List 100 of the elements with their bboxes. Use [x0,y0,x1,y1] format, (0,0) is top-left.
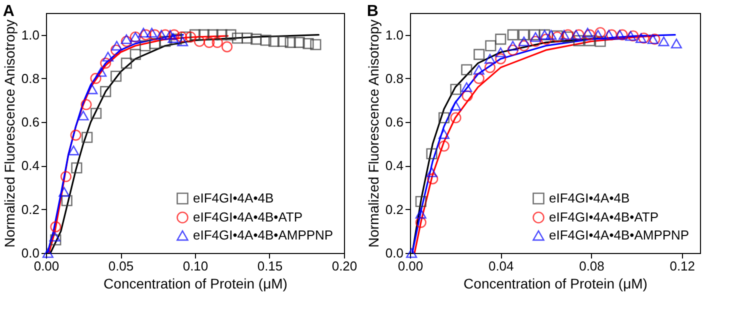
point [100,58,112,69]
point [518,29,530,40]
y-tick-label: 0.4 [385,158,404,174]
point [426,167,438,178]
point [614,30,626,40]
point [50,234,62,246]
point [594,36,606,47]
point [450,100,462,111]
point [168,33,179,43]
point [540,34,552,45]
point [225,29,236,40]
x-axis-title: Concentration of Protein (μM) [104,276,288,292]
point [222,41,233,52]
point [232,32,243,44]
point [170,34,182,45]
point [168,29,180,40]
y-tick-label: 1.0 [21,27,40,42]
point [60,171,72,182]
point [110,70,122,82]
x-tick-label: 0.12 [670,258,696,274]
point [149,29,160,40]
point [42,248,54,258]
point [110,44,122,56]
point [120,36,132,47]
point [160,29,171,40]
point [427,173,438,184]
point [180,31,192,43]
point [406,248,418,258]
point [90,108,102,119]
point [415,216,426,228]
point [625,31,636,41]
x-tick-label: 0.20 [332,258,358,274]
x-tick-label: 0.15 [257,258,283,274]
point [189,29,201,40]
y-axis-title: Normalized Fluorescence Anisotropy [1,20,18,248]
y-tick-label: 0.8 [21,70,40,86]
point [96,67,107,77]
point [49,232,60,242]
point [573,29,584,40]
point [438,129,450,139]
point [670,38,682,48]
y-tick-label: 0.8 [385,70,404,86]
point [242,32,253,44]
point [495,47,506,58]
point [592,30,604,40]
point [584,35,596,46]
point [130,48,141,60]
x-tick-label: 0.08 [579,258,604,274]
y-tick-label: 0.6 [385,114,404,130]
point [207,29,218,40]
point [176,31,188,43]
point [484,62,496,74]
point [415,196,426,208]
point [86,84,98,94]
point [80,99,92,110]
point [546,30,557,40]
x-tick-label: 0.05 [108,258,134,274]
legend-label: eIF4GI•4A•4B [193,190,274,206]
point [70,130,82,141]
x-axis-title: Concentration of Protein (μM) [464,276,648,292]
point [658,36,670,46]
point [284,36,296,48]
point [102,52,114,62]
point [216,29,228,40]
legend-label: eIF4GI•4A•4B•AMPPNP [193,228,334,242]
y-tick-label: 1.0 [385,27,404,42]
point [450,84,462,95]
point [606,29,618,40]
legend-label: eIF4GI•4A•4B•ATP [549,210,659,224]
point [530,32,542,42]
x-tick-label: 0.00 [34,258,60,274]
point [616,29,628,40]
point [50,221,62,232]
point [146,28,158,38]
point [462,90,473,102]
point [120,58,132,69]
point [204,36,215,48]
point [185,31,196,43]
point [438,112,450,124]
point [149,38,160,50]
point [594,27,606,38]
y-axis-title: Normalized Fluorescence Anisotropy [365,20,382,248]
legend-label: eIF4GI•4A•4B [549,190,630,206]
point [473,64,484,75]
y-tick-label: 0.2 [21,202,40,217]
point [156,30,167,40]
point [485,40,496,52]
point [603,30,614,40]
point [138,28,149,38]
point [302,38,314,50]
point [415,208,426,219]
y-tick-label: 0.4 [21,158,40,174]
point [310,39,322,50]
point [507,29,518,40]
chart-title: A [2,3,15,20]
x-tick-label: 0.00 [398,258,424,274]
x-tick-label: 0.04 [488,258,514,274]
point [111,40,122,51]
point [212,36,223,48]
legend-label: eIF4GI•4A•4B•AMPPNP [549,228,690,242]
